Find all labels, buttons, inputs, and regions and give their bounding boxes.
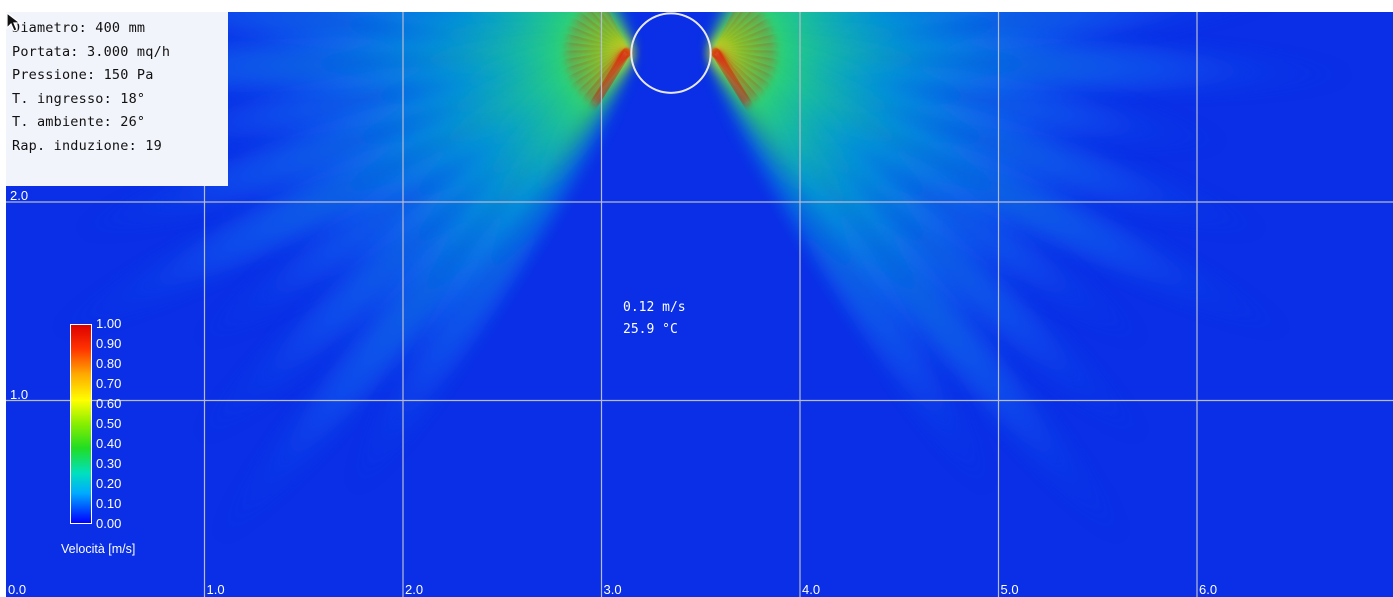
velocity-heatmap: Diametro: 400 mm Portata: 3.000 mq/h Pre… bbox=[6, 12, 1393, 597]
colorbar-tick-label: 0.60 bbox=[96, 396, 122, 411]
x-tick-label: 4.0 bbox=[802, 582, 821, 597]
info-inlet-temp: T. ingresso: 18° bbox=[12, 90, 146, 107]
mouse-pointer-icon bbox=[6, 12, 22, 32]
grid-lines bbox=[6, 12, 1393, 597]
x-tick-label: 5.0 bbox=[1000, 582, 1019, 597]
diffuser bbox=[630, 12, 712, 94]
probe-velocity: 0.12 m/s bbox=[623, 300, 686, 315]
colorbar bbox=[70, 324, 92, 524]
colorbar-tick-label: 0.10 bbox=[96, 496, 122, 511]
heatmap-canvas bbox=[6, 12, 1393, 597]
colorbar-tick-label: 0.80 bbox=[96, 356, 122, 371]
colorbar-tick-label: 0.70 bbox=[96, 376, 122, 391]
info-pressure: Pressione: 150 Pa bbox=[12, 67, 154, 84]
colorbar-tick-label: 0.50 bbox=[96, 416, 122, 431]
x-tick-label: 2.0 bbox=[405, 582, 424, 597]
colorbar-tick-label: 0.90 bbox=[96, 336, 122, 351]
info-diameter: Diametro: 400 mm bbox=[12, 20, 146, 36]
jet-plume bbox=[348, 51, 629, 495]
probe-temperature: 25.9 °C bbox=[623, 322, 678, 337]
colorbar-tick-label: 0.00 bbox=[96, 516, 122, 531]
x-tick-label: 6.0 bbox=[1199, 582, 1218, 597]
x-tick-label: 0.0 bbox=[8, 582, 27, 597]
diffuser-circle bbox=[630, 12, 712, 94]
jet-plume bbox=[713, 51, 994, 495]
colorbar-tick-label: 0.20 bbox=[96, 476, 122, 491]
colorbar-tick-label: 0.30 bbox=[96, 456, 122, 471]
info-induction-ratio: Rap. induzione: 19 bbox=[12, 137, 162, 154]
y-tick-label: 1.0 bbox=[10, 386, 29, 402]
x-tick-label: 3.0 bbox=[603, 582, 622, 597]
parameters-panel: Diametro: 400 mm Portata: 3.000 mq/h Pre… bbox=[6, 12, 228, 186]
probe-readout: 0.12 m/s 25.9 °C bbox=[623, 297, 686, 341]
y-tick-label: 2.0 bbox=[10, 188, 29, 203]
jet-layer bbox=[6, 12, 1356, 544]
x-tick-label: 1.0 bbox=[206, 582, 225, 597]
colorbar-tick-label: 1.00 bbox=[96, 316, 122, 331]
info-flow-rate: Portata: 3.000 mq/h bbox=[12, 43, 171, 60]
colorbar-tick-label: 0.40 bbox=[96, 436, 122, 451]
info-room-temp: T. ambiente: 26° bbox=[12, 114, 146, 131]
colorbar-title: Velocità [m/s] bbox=[61, 542, 136, 556]
